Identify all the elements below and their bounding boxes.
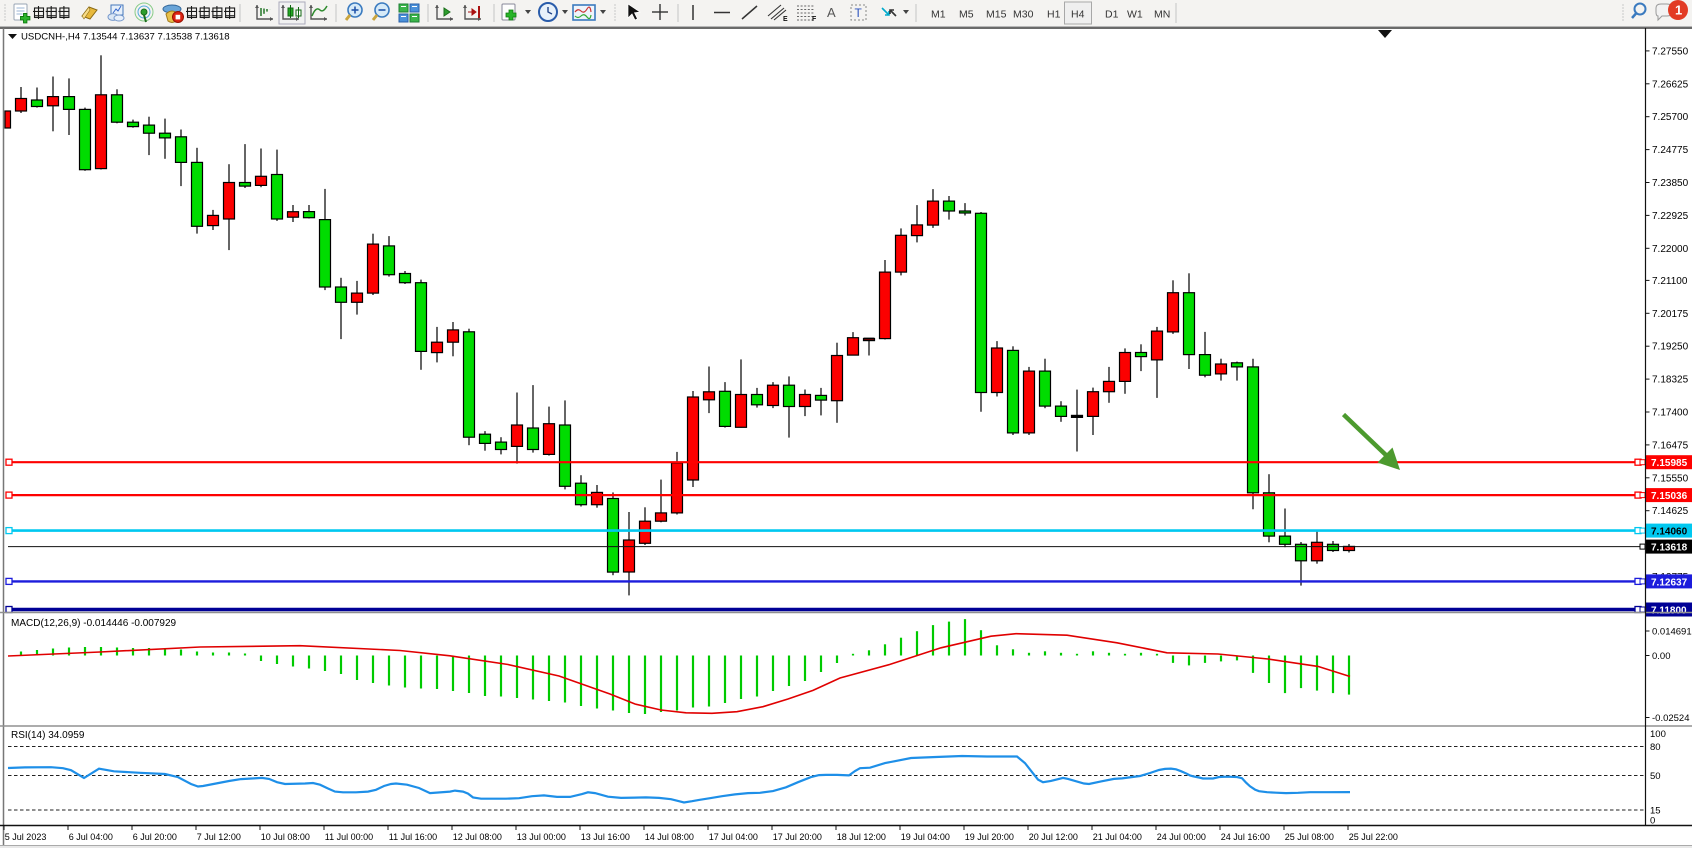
svg-text:19 Jul 04:00: 19 Jul 04:00 [901,832,950,842]
svg-text:13 Jul 16:00: 13 Jul 16:00 [581,832,630,842]
svg-text:80: 80 [1650,742,1661,753]
svg-text:7.15550: 7.15550 [1652,473,1689,484]
svg-text:17 Jul 20:00: 17 Jul 20:00 [773,832,822,842]
svg-text:M30: M30 [1013,9,1034,21]
svg-text:11 Jul 00:00: 11 Jul 00:00 [325,832,373,842]
svg-text:7.17400: 7.17400 [1652,408,1689,419]
svg-text:7.22000: 7.22000 [1652,244,1689,255]
svg-text:100: 100 [1650,729,1666,740]
svg-text:12 Jul 08:00: 12 Jul 08:00 [453,832,502,842]
svg-text:1: 1 [1675,3,1682,18]
svg-text:D1: D1 [1105,9,1119,21]
svg-text:13 Jul 00:00: 13 Jul 00:00 [517,832,566,842]
svg-text:7.19250: 7.19250 [1652,342,1689,353]
svg-text:18 Jul 12:00: 18 Jul 12:00 [837,832,886,842]
svg-text:7.15985: 7.15985 [1651,458,1688,469]
svg-text:-0.02524: -0.02524 [1652,713,1690,724]
svg-text:5 Jul 2023: 5 Jul 2023 [5,832,47,842]
svg-text:14 Jul 08:00: 14 Jul 08:00 [645,832,694,842]
svg-text:7.26625: 7.26625 [1652,79,1689,90]
svg-text:USDCNH-,H4 7.13544 7.13637 7.: USDCNH-,H4 7.13544 7.13637 7.13538 7.136… [21,32,230,43]
svg-text:7.14060: 7.14060 [1651,527,1688,538]
svg-text:H4: H4 [1071,9,1085,21]
svg-text:M15: M15 [986,9,1007,21]
svg-text:7 Jul 12:00: 7 Jul 12:00 [197,832,241,842]
svg-text:0: 0 [1650,816,1655,827]
svg-text:7.18325: 7.18325 [1652,375,1689,386]
svg-text:7.21100: 7.21100 [1652,276,1688,287]
svg-text:F: F [812,16,817,23]
svg-text:6 Jul 04:00: 6 Jul 04:00 [69,832,113,842]
svg-text:10 Jul 08:00: 10 Jul 08:00 [261,832,310,842]
svg-text:7.24775: 7.24775 [1652,145,1689,156]
svg-text:20 Jul 12:00: 20 Jul 12:00 [1029,832,1078,842]
svg-text:0.00: 0.00 [1652,651,1671,662]
svg-text:H1: H1 [1047,9,1061,21]
svg-text:25 Jul 08:00: 25 Jul 08:00 [1285,832,1334,842]
svg-text:0.014691: 0.014691 [1652,627,1692,638]
svg-text:24 Jul 00:00: 24 Jul 00:00 [1157,832,1206,842]
svg-text:15: 15 [1650,806,1661,817]
svg-text:21 Jul 04:00: 21 Jul 04:00 [1093,832,1142,842]
svg-text:RSI(14) 34.0959: RSI(14) 34.0959 [11,730,85,741]
svg-text:A: A [827,5,836,20]
svg-text:7.11800: 7.11800 [1651,606,1687,617]
svg-text:19 Jul 20:00: 19 Jul 20:00 [965,832,1014,842]
svg-text:24 Jul 16:00: 24 Jul 16:00 [1221,832,1270,842]
svg-text:7.13618: 7.13618 [1651,543,1688,554]
svg-text:6 Jul 20:00: 6 Jul 20:00 [133,832,177,842]
svg-text:25 Jul 22:00: 25 Jul 22:00 [1349,832,1398,842]
svg-text:MACD(12,26,9) -0.014446 -0.007: MACD(12,26,9) -0.014446 -0.007929 [11,618,177,629]
svg-text:M5: M5 [959,9,974,21]
svg-text:W1: W1 [1127,9,1143,21]
svg-text:7.14625: 7.14625 [1652,506,1689,517]
svg-text:T: T [855,6,863,20]
svg-text:7.25700: 7.25700 [1652,112,1689,123]
svg-text:7.20175: 7.20175 [1652,309,1689,320]
svg-text:7.27550: 7.27550 [1652,46,1689,57]
svg-text:7.22925: 7.22925 [1652,211,1689,222]
svg-text:17 Jul 04:00: 17 Jul 04:00 [709,832,758,842]
svg-text:7.16475: 7.16475 [1652,440,1689,451]
svg-text:MN: MN [1154,9,1170,21]
svg-text:M1: M1 [931,9,946,21]
svg-text:7.12637: 7.12637 [1651,577,1688,588]
svg-text:E: E [783,16,788,23]
svg-text:50: 50 [1650,771,1661,782]
svg-text:11 Jul 16:00: 11 Jul 16:00 [389,832,437,842]
svg-text:7.15036: 7.15036 [1651,491,1688,502]
svg-text:7.23850: 7.23850 [1652,178,1689,189]
